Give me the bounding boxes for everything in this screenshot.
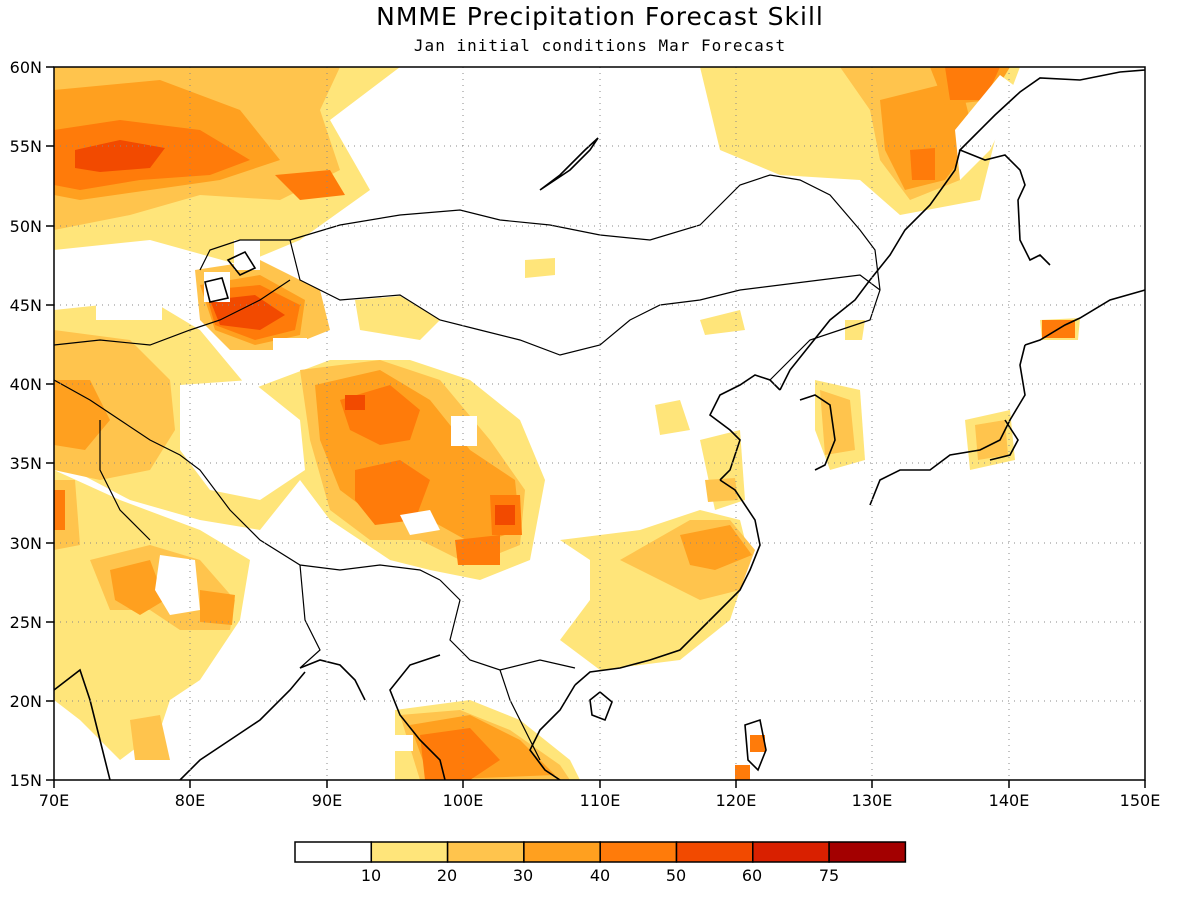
lat-lon-grid [54, 67, 1145, 780]
colorbar-swatch [370, 841, 449, 863]
lon-label: 150E [1120, 791, 1161, 810]
colorbar-label: 30 [513, 866, 533, 885]
colorbar-label: 20 [437, 866, 457, 885]
colorbar-label: 50 [666, 866, 686, 885]
lat-label: 30N [10, 534, 42, 553]
lon-label: 80E [175, 791, 205, 810]
colorbar-swatch [523, 841, 601, 863]
lon-label: 140E [989, 791, 1030, 810]
coastlines [54, 69, 1145, 780]
map-title: NMME Precipitation Forecast Skill [376, 2, 824, 31]
colorbar [294, 841, 907, 863]
skill-shading [54, 67, 1080, 780]
lat-label: 45N [10, 296, 42, 315]
lat-labels: 15N 20N 25N 30N 35N 40N 45N 50N 55N 60N [10, 58, 42, 790]
colorbar-labels: 10 20 30 40 50 60 75 [361, 866, 839, 885]
lat-label: 25N [10, 613, 42, 632]
masked-cells [96, 75, 1020, 751]
lon-label: 90E [312, 791, 342, 810]
lat-label: 40N [10, 375, 42, 394]
colorbar-label: 75 [819, 866, 839, 885]
lat-label: 15N [10, 771, 42, 790]
country-borders [54, 174, 881, 761]
lat-label: 35N [10, 454, 42, 473]
colorbar-swatch [599, 841, 678, 863]
lon-label: 70E [39, 791, 69, 810]
lon-label: 100E [443, 791, 484, 810]
lon-label: 110E [580, 791, 621, 810]
lon-label: 130E [852, 791, 893, 810]
colorbar-label: 10 [361, 866, 381, 885]
colorbar-swatch [752, 841, 830, 863]
lat-label: 50N [10, 217, 42, 236]
axis-ticks [46, 66, 1146, 788]
colorbar-swatch [828, 841, 907, 863]
colorbar-swatch [294, 841, 373, 863]
lon-label: 120E [716, 791, 757, 810]
lat-label: 60N [10, 58, 42, 77]
colorbar-label: 60 [742, 866, 762, 885]
colorbar-label: 40 [590, 866, 610, 885]
colorbar-swatch [675, 841, 754, 863]
lat-label: 55N [10, 137, 42, 156]
lat-label: 20N [10, 692, 42, 711]
colorbar-swatch [446, 841, 525, 863]
lon-labels: 70E 80E 90E 100E 110E 120E 130E 140E 150… [39, 791, 1161, 810]
map-subtitle: Jan initial conditions Mar Forecast [413, 36, 787, 55]
